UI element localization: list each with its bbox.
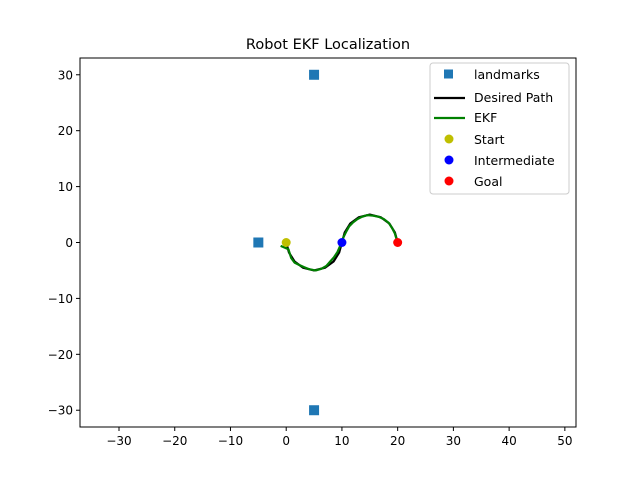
y-tick-label: 10: [58, 180, 73, 194]
landmark-marker-1: [253, 237, 264, 248]
legend-intermediate-label: Intermediate: [474, 153, 555, 168]
legend-start-marker: [444, 134, 454, 144]
x-tick-label: 40: [501, 434, 516, 448]
y-tick-label: 30: [58, 68, 73, 82]
y-tick-label: −30: [48, 404, 73, 418]
y-tick-label: 0: [65, 236, 73, 250]
legend-start-label: Start: [474, 132, 505, 147]
plot-area: [253, 69, 403, 416]
legend-goal-label: Goal: [474, 174, 502, 189]
x-tick-label: 10: [334, 434, 349, 448]
legend-landmarks-marker: [444, 69, 453, 79]
legend: landmarks Desired Path EKF Start Interme…: [429, 62, 570, 195]
goal-marker-0: [393, 238, 403, 247]
y-tick-label: −10: [48, 292, 73, 306]
x-tick-label: 20: [390, 434, 405, 448]
legend-landmarks-label: landmarks: [474, 67, 540, 82]
y-tick-label: 20: [58, 124, 73, 138]
chart-title: Robot EKF Localization: [246, 37, 410, 53]
x-tick-label: 0: [282, 434, 290, 448]
legend-ekf-label: EKF: [474, 110, 497, 125]
x-tick-label: −20: [162, 434, 187, 448]
x-tick-label: 50: [557, 434, 572, 448]
legend-desired-path-label: Desired Path: [474, 90, 553, 105]
legend-intermediate-marker: [444, 155, 454, 165]
x-tick-label: 30: [446, 434, 461, 448]
legend-goal-marker: [444, 176, 454, 186]
start-marker-0: [281, 238, 291, 247]
intermediate-marker-0: [337, 238, 347, 247]
landmark-marker-2: [309, 405, 320, 416]
legend-box: [429, 62, 570, 195]
axis-ticks: −30 −20 −10 0 10 20 30 40 50 −30 −20 −10 0 10 20 30: [48, 68, 573, 448]
y-tick-label: −20: [48, 348, 73, 362]
x-tick-label: −10: [218, 434, 243, 448]
landmark-marker-0: [309, 69, 320, 80]
x-tick-label: −30: [106, 434, 131, 448]
